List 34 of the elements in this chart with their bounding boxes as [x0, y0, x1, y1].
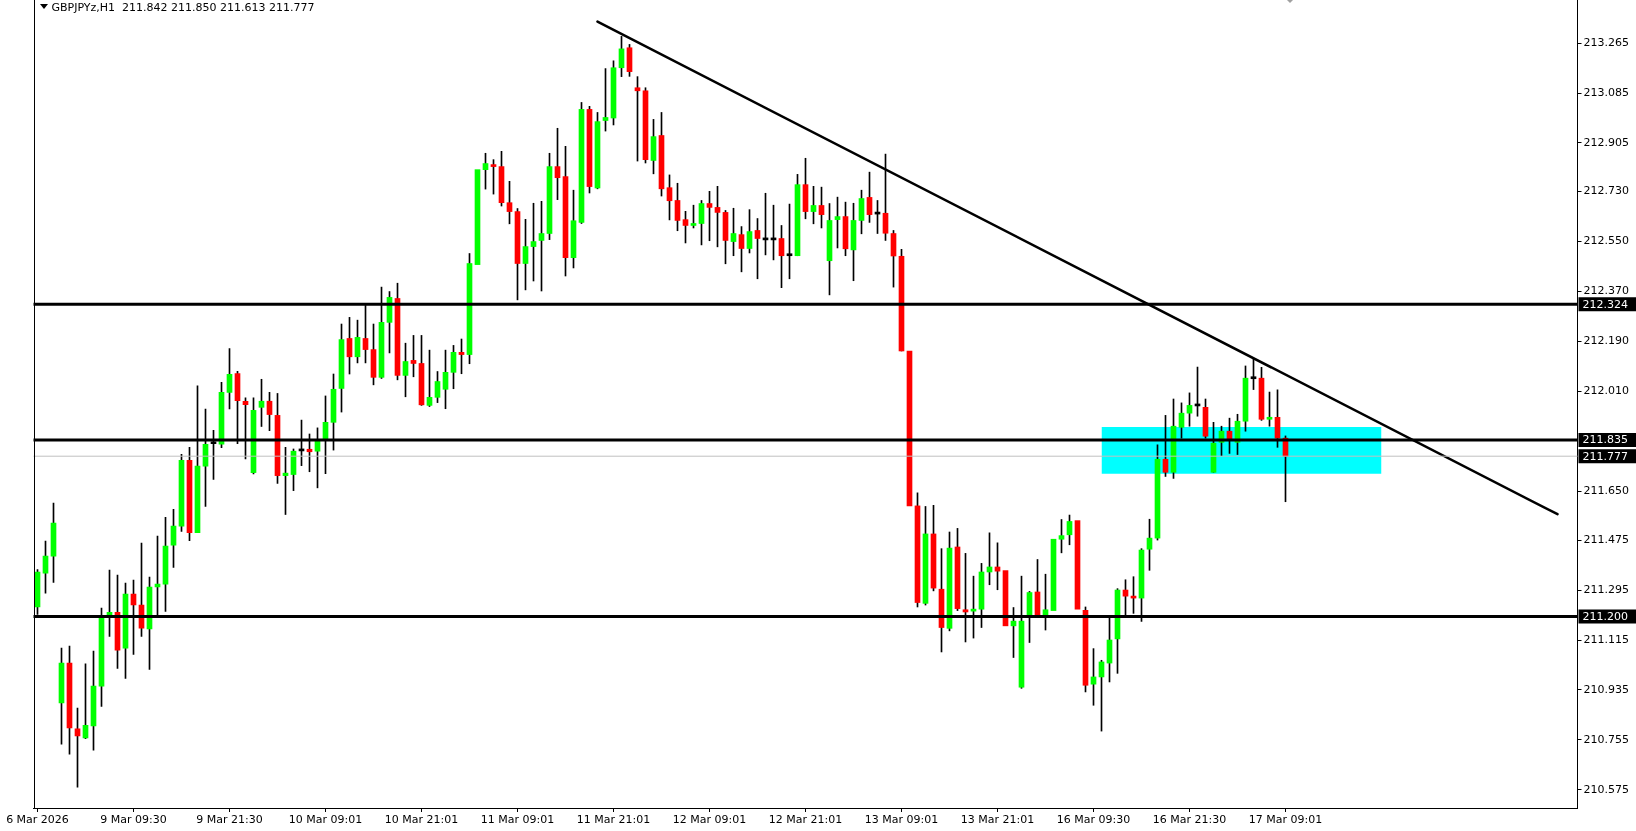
y-tick-label: 212.370	[1583, 284, 1629, 298]
ref-line-label: 211.835	[1582, 433, 1628, 447]
y-tick-label: 211.650	[1583, 484, 1629, 498]
y-tick-label: 211.295	[1583, 582, 1629, 596]
y-tick-label: 211.475	[1583, 532, 1629, 546]
x-tick-label: 16 Mar 09:30	[1056, 813, 1131, 827]
x-tick-label: 6 Mar 2026	[6, 813, 69, 827]
y-tick-label: 213.265	[1583, 35, 1629, 49]
x-tick-label: 9 Mar 09:30	[100, 813, 167, 827]
ref-line-label: 211.777	[1582, 449, 1628, 463]
x-tick-label: 13 Mar 21:01	[960, 813, 1035, 827]
y-tick-label: 213.085	[1583, 85, 1629, 99]
x-tick-label: 12 Mar 09:01	[672, 813, 747, 827]
x-tick-label: 11 Mar 09:01	[480, 813, 555, 827]
x-tick-label: 11 Mar 21:01	[576, 813, 651, 827]
y-tick-label: 212.730	[1583, 184, 1629, 198]
x-tick-label: 9 Mar 21:30	[196, 813, 263, 827]
y-tick-label: 210.935	[1583, 682, 1629, 696]
y-tick-label: 212.190	[1583, 334, 1629, 348]
x-tick-label: 17 Mar 09:01	[1248, 813, 1323, 827]
y-tick-label: 212.010	[1583, 384, 1629, 398]
y-tick-label: 210.575	[1583, 782, 1629, 796]
x-tick-label: 10 Mar 09:01	[288, 813, 363, 827]
x-tick-label: 16 Mar 21:30	[1152, 813, 1227, 827]
y-tick-label: 212.905	[1583, 135, 1629, 149]
x-tick-label: 13 Mar 09:01	[864, 813, 939, 827]
x-tick-label: 10 Mar 21:01	[384, 813, 459, 827]
y-tick-label: 210.755	[1583, 732, 1629, 746]
chart-title: GBPJPYz,H1 211.842 211.850 211.613 211.777	[51, 1, 315, 14]
y-tick-label: 211.115	[1583, 632, 1629, 646]
x-tick-label: 12 Mar 21:01	[768, 813, 843, 827]
y-tick-label: 212.550	[1583, 234, 1629, 248]
ref-line-label: 211.200	[1582, 609, 1628, 623]
ref-line-label: 212.324	[1582, 297, 1628, 311]
